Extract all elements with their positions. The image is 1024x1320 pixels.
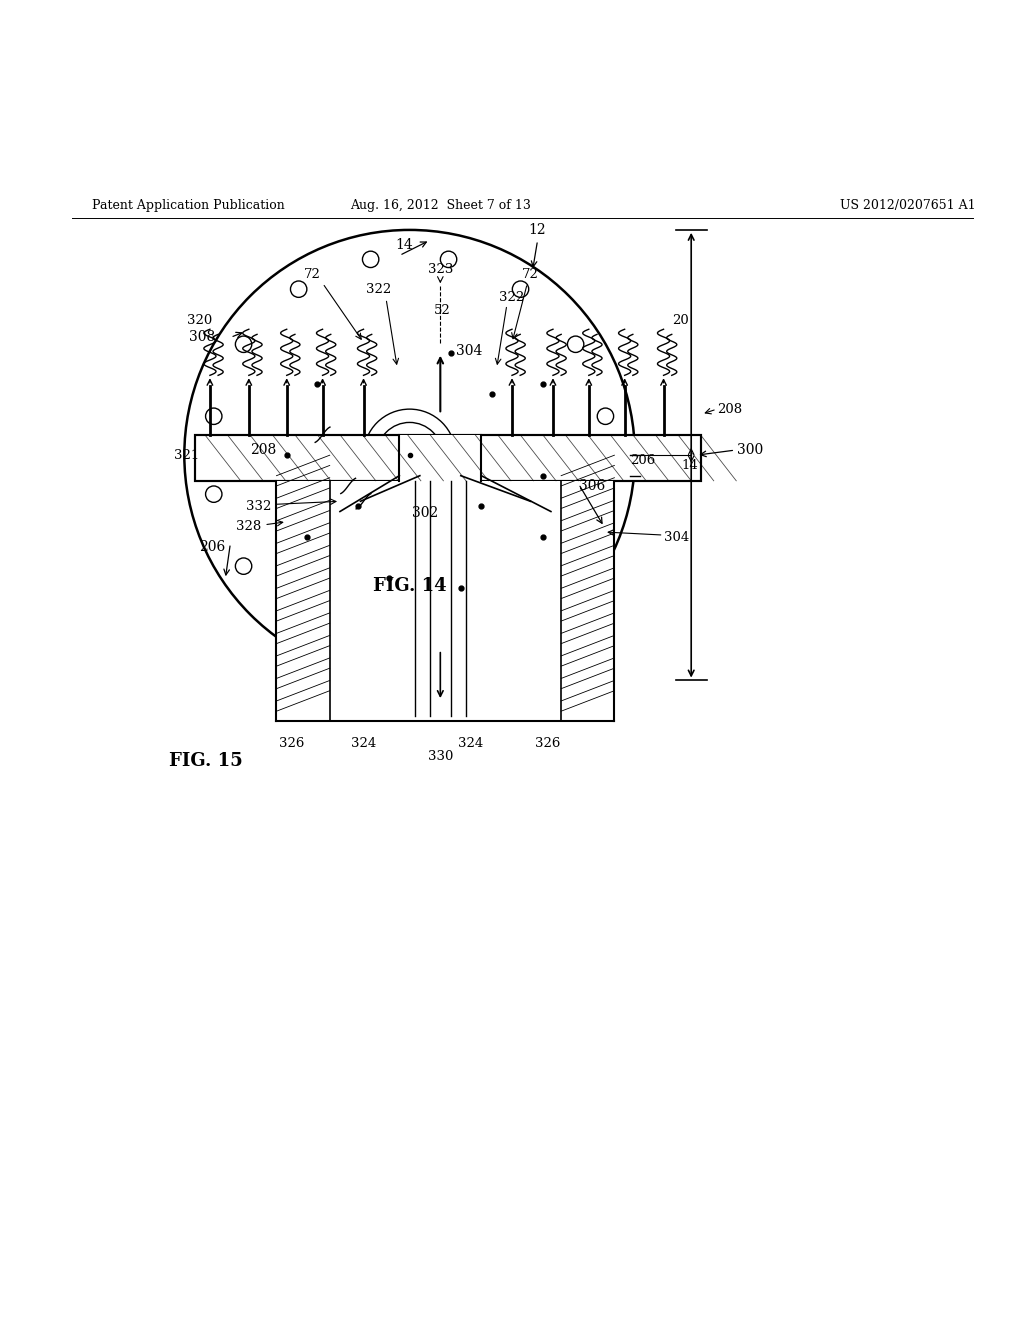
Text: 330: 330 bbox=[428, 750, 453, 763]
Text: 206: 206 bbox=[199, 540, 225, 554]
Text: 326: 326 bbox=[536, 737, 560, 750]
Text: 322: 322 bbox=[367, 284, 391, 297]
Text: 322: 322 bbox=[500, 290, 524, 304]
Text: 328: 328 bbox=[236, 520, 261, 533]
Polygon shape bbox=[399, 434, 481, 480]
Text: 208: 208 bbox=[717, 403, 742, 416]
Text: 308: 308 bbox=[188, 330, 215, 345]
Text: FIG. 14: FIG. 14 bbox=[373, 577, 446, 595]
Text: 72: 72 bbox=[522, 268, 539, 281]
Text: Patent Application Publication: Patent Application Publication bbox=[92, 199, 285, 211]
Text: 306: 306 bbox=[579, 479, 605, 492]
Text: 20: 20 bbox=[673, 314, 689, 327]
Text: 304: 304 bbox=[664, 531, 689, 544]
Text: 332: 332 bbox=[246, 500, 271, 513]
Text: US 2012/0207651 A1: US 2012/0207651 A1 bbox=[840, 199, 975, 211]
Polygon shape bbox=[195, 434, 701, 480]
Text: 320: 320 bbox=[187, 314, 212, 327]
Text: 324: 324 bbox=[351, 737, 376, 750]
Text: 14: 14 bbox=[395, 239, 414, 252]
Text: 14: 14 bbox=[681, 459, 697, 473]
Text: 52: 52 bbox=[434, 304, 451, 317]
Text: 326: 326 bbox=[280, 737, 304, 750]
Text: 321: 321 bbox=[174, 449, 200, 462]
Text: FIG. 15: FIG. 15 bbox=[169, 752, 243, 770]
Text: 208: 208 bbox=[250, 444, 276, 457]
Text: 12: 12 bbox=[528, 223, 547, 238]
Text: 300: 300 bbox=[737, 444, 764, 457]
Text: 302: 302 bbox=[412, 507, 438, 520]
Bar bbox=[195, 434, 701, 480]
Text: 206: 206 bbox=[630, 454, 655, 467]
Text: Aug. 16, 2012  Sheet 7 of 13: Aug. 16, 2012 Sheet 7 of 13 bbox=[350, 199, 530, 211]
Text: 72: 72 bbox=[304, 268, 321, 281]
Polygon shape bbox=[276, 480, 614, 722]
Text: 323: 323 bbox=[428, 263, 453, 276]
Text: 324: 324 bbox=[459, 737, 483, 750]
Text: 304: 304 bbox=[456, 343, 482, 358]
